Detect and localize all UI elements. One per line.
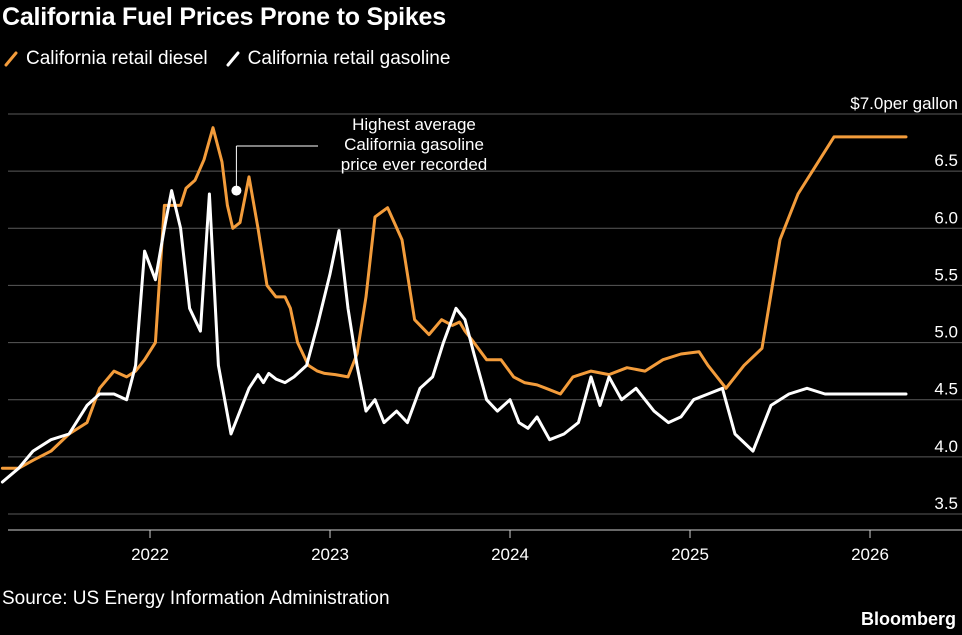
legend-item-gasoline: California retail gasoline: [226, 48, 451, 70]
y-tick-label: 6.0: [934, 208, 958, 227]
y-tick-label: 4.5: [934, 380, 958, 399]
x-axis: 2022 2023 2024 2025 2026: [8, 529, 962, 564]
y-tick-label: 5.0: [934, 323, 958, 342]
legend: California retail diesel California reta…: [4, 48, 468, 70]
gridlines: [8, 113, 962, 515]
y-tick-label: $7.0per gallon: [850, 94, 958, 113]
y-tick-label: 3.5: [934, 494, 958, 513]
x-tick-label: 2024: [491, 545, 529, 564]
annotation-point: [231, 185, 242, 196]
legend-swatch-diesel: [4, 51, 18, 67]
series-line-diesel: [0, 126, 908, 470]
annotation-text: California gasoline: [344, 135, 484, 154]
y-tick-label: 6.5: [934, 151, 958, 170]
annotation-text: Highest average: [352, 115, 476, 134]
chart-title: California Fuel Prices Prone to Spikes: [2, 3, 446, 31]
series-line-gasoline: [0, 189, 908, 484]
y-tick-label: 5.5: [934, 265, 958, 284]
x-tick-label: 2022: [131, 545, 169, 564]
legend-item-diesel: California retail diesel: [4, 48, 208, 70]
legend-label-gasoline: California retail gasoline: [247, 48, 451, 69]
x-tick-label: 2025: [671, 545, 709, 564]
x-tick-label: 2026: [851, 545, 889, 564]
bloomberg-logo: Bloomberg: [860, 609, 956, 629]
legend-swatch-gasoline: [226, 51, 240, 67]
series-group: [0, 126, 908, 484]
annotation-text: price ever recorded: [341, 155, 487, 174]
source-note: Source: US Energy Information Administra…: [2, 588, 390, 609]
y-axis-labels: 3.5 4.0 4.5 5.0 5.5 6.0 6.5 $7.0per gallon: [850, 94, 958, 513]
x-tick-label: 2023: [311, 545, 349, 564]
y-tick-label: 4.0: [934, 437, 958, 456]
legend-label-diesel: California retail diesel: [26, 48, 208, 69]
